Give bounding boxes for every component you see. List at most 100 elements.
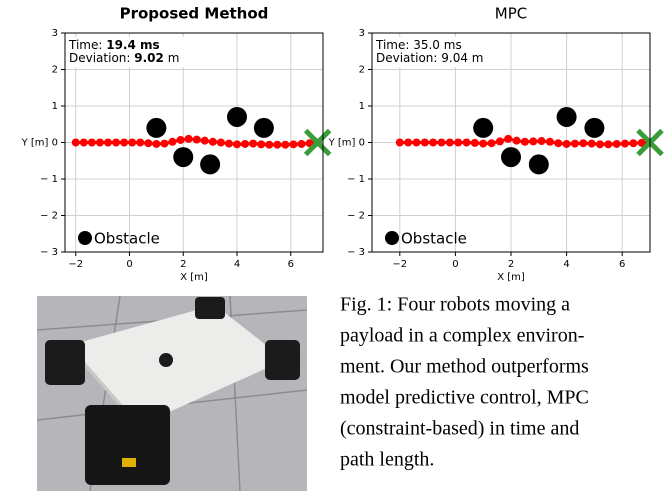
- obstacle: [584, 118, 604, 138]
- path-point: [152, 140, 160, 148]
- annotation: Time: 19.4 ms: [68, 38, 160, 52]
- path-point: [471, 139, 479, 147]
- legend-marker: [78, 231, 92, 245]
- obstacle: [529, 154, 549, 174]
- path-point: [412, 139, 420, 147]
- path-point: [193, 136, 201, 144]
- path-point: [217, 139, 225, 147]
- path-point: [463, 139, 471, 147]
- path-point: [629, 139, 637, 147]
- path-point: [554, 139, 562, 147]
- annotation-part: Time:: [68, 38, 106, 52]
- x-tick-label: 4: [234, 259, 240, 270]
- path-point: [396, 139, 404, 147]
- path-point: [604, 140, 612, 148]
- path-point: [429, 139, 437, 147]
- path-point: [588, 140, 596, 148]
- obstacle: [146, 118, 166, 138]
- path-point: [241, 140, 249, 148]
- x-tick-label: 6: [288, 259, 294, 270]
- legend-label: Obstacle: [94, 230, 160, 248]
- x-tick-label: −2: [392, 259, 407, 270]
- path-point: [80, 139, 88, 147]
- caption-line: path length.: [340, 449, 434, 471]
- path-point: [496, 137, 504, 145]
- path-point: [513, 137, 521, 145]
- path-point: [571, 140, 579, 148]
- annotation: Time: 35.0 ms: [375, 38, 462, 52]
- x-tick-label: 0: [126, 259, 132, 270]
- caption: Fig. 1: Four robots moving a payload in a…: [340, 294, 589, 471]
- path-point: [504, 135, 512, 143]
- obstacle: [557, 107, 577, 127]
- caption-line: ment. Our method outperforms: [340, 356, 589, 378]
- y-axis-label: Y [m]: [328, 138, 356, 149]
- obstacle: [473, 118, 493, 138]
- path-point: [563, 140, 571, 148]
- path-point: [160, 140, 168, 148]
- legend-marker: [385, 231, 399, 245]
- path-point: [546, 138, 554, 146]
- x-tick-label: 0: [452, 259, 458, 270]
- path-point: [488, 139, 496, 147]
- caption-line: Fig. 1: Four robots moving a: [340, 294, 570, 316]
- annotation-part: 19.4 ms: [106, 38, 159, 52]
- path-point: [144, 139, 152, 147]
- path-point: [201, 137, 209, 145]
- x-axis-label: X [m]: [497, 272, 525, 283]
- x-tick-label: 4: [563, 259, 569, 270]
- path-point: [479, 140, 487, 148]
- path-point: [120, 139, 128, 147]
- page: Fig. 1: Four robots moving a payload in a…: [0, 0, 667, 491]
- path-point: [529, 137, 537, 145]
- caption-line: model predictive control, MPC: [340, 387, 589, 409]
- obstacle: [200, 154, 220, 174]
- x-tick-label: 2: [180, 259, 186, 270]
- y-tick-label: − 1: [347, 174, 365, 185]
- x-tick-label: 6: [619, 259, 625, 270]
- annotation: Deviation: 9.02 m: [69, 51, 179, 65]
- caption-line: payload in a complex environ-: [340, 325, 584, 347]
- path-point: [521, 138, 529, 146]
- path-point: [273, 141, 281, 149]
- path-point: [136, 139, 144, 147]
- y-tick-label: − 1: [40, 174, 58, 185]
- legend-label: Obstacle: [401, 230, 467, 248]
- path-point: [538, 137, 546, 145]
- figure: Fig. 1: Four robots moving a payload in a…: [0, 0, 667, 491]
- caption-line: (constraint-based) in time and: [340, 418, 579, 440]
- path-point: [596, 140, 604, 148]
- y-tick-label: 0: [359, 138, 365, 149]
- obstacle: [254, 118, 274, 138]
- path-point: [104, 139, 112, 147]
- path-point: [257, 140, 265, 148]
- x-tick-label: 2: [508, 259, 514, 270]
- chart-title: MPC: [495, 5, 527, 23]
- obstacle: [173, 147, 193, 167]
- path-point: [281, 141, 289, 149]
- path-point: [169, 138, 177, 146]
- path-point: [438, 139, 446, 147]
- path-point: [613, 140, 621, 148]
- path-point: [446, 139, 454, 147]
- path-point: [579, 139, 587, 147]
- annotation: Deviation: 9.04 m: [376, 51, 483, 65]
- y-tick-label: − 2: [40, 211, 58, 222]
- path-point: [177, 136, 185, 144]
- path-point: [249, 140, 257, 148]
- y-tick-label: 1: [52, 101, 58, 112]
- path-point: [185, 135, 193, 143]
- y-tick-label: − 3: [347, 247, 365, 258]
- path-point: [404, 139, 412, 147]
- annotation-part: Deviation: 9.04 m: [376, 51, 483, 65]
- path-point: [112, 139, 120, 147]
- path-point: [265, 141, 273, 149]
- path-point: [298, 140, 306, 148]
- chart-title: Proposed Method: [120, 5, 269, 23]
- obstacle: [501, 147, 521, 167]
- y-tick-label: 0: [52, 138, 58, 149]
- y-tick-label: 2: [52, 65, 58, 76]
- path-point: [225, 140, 233, 148]
